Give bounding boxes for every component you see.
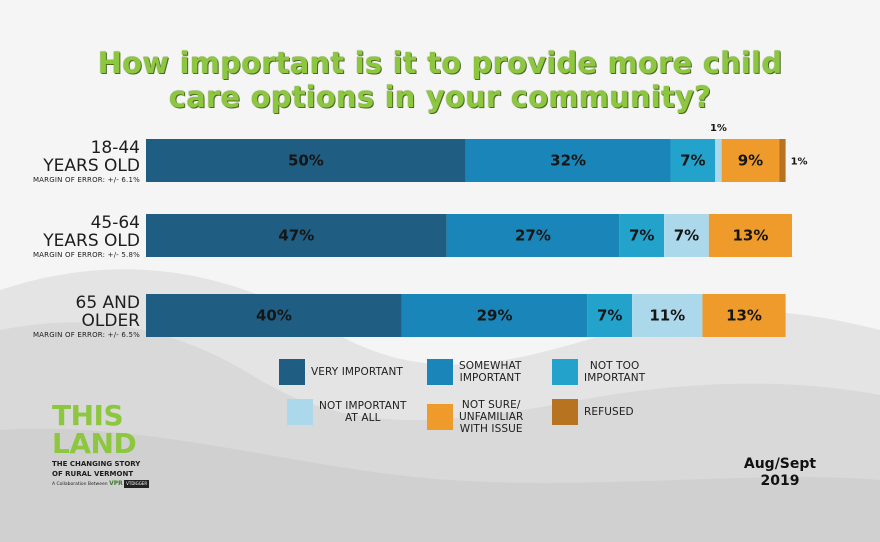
data-label: 9% [738, 152, 763, 170]
logo-sub2: OF RURAL VERMONT [52, 470, 134, 478]
legend-label: SOMEWHAT IMPORTANT [459, 360, 522, 384]
margin-of-error: MARGIN OF ERROR: +/- 6.1% [32, 176, 140, 184]
logo-collab: A Collaboration Between VPR VTDIGGER [52, 480, 162, 489]
data-label: 13% [726, 307, 762, 325]
row-label-45-64: 45-64 YEARS OLD MARGIN OF ERROR: +/- 5.8… [0, 214, 140, 260]
data-label: 1% [710, 123, 727, 134]
bar-segment [446, 214, 620, 257]
data-label: 40% [256, 307, 292, 325]
vtdigger-logo: VTDIGGER [124, 480, 150, 488]
legend-not-important-at-all: NOT IMPORTANT AT ALL [287, 399, 407, 425]
data-label: 7% [597, 307, 622, 325]
data-label: 11% [649, 307, 685, 325]
data-label: 32% [550, 152, 586, 170]
date-line1: Aug/Sept [743, 456, 817, 472]
data-label: 29% [477, 307, 513, 325]
bar-segment [465, 139, 671, 182]
row-label-65-older: 65 AND OLDER MARGIN OF ERROR: +/- 6.5% [0, 294, 140, 340]
logo-sub1: THE CHANGING STORY [52, 460, 141, 468]
data-label: 13% [732, 227, 768, 245]
legend-swatch [427, 404, 453, 430]
legend-somewhat-important: SOMEWHAT IMPORTANT [427, 359, 521, 385]
bar-segment [779, 139, 786, 182]
bar-segment [664, 214, 709, 257]
bar-segment [721, 139, 780, 182]
data-label: 7% [674, 227, 699, 245]
legend-swatch [287, 399, 313, 425]
bar-segment [146, 294, 402, 337]
legend-refused: REFUSED [552, 399, 634, 425]
margin-of-error: MARGIN OF ERROR: +/- 5.8% [32, 251, 140, 259]
row-label-line2: YEARS OLD [43, 231, 140, 251]
row-label-line1: 45-64 [90, 213, 140, 233]
data-label: 47% [278, 227, 314, 245]
bar-segment [670, 139, 716, 182]
legend-swatch [552, 359, 578, 385]
row-label-line2: OLDER [81, 311, 141, 331]
legend-label: VERY IMPORTANT [311, 366, 403, 378]
bar-segment [146, 214, 447, 257]
bar-segment [632, 294, 703, 337]
bar-segment [715, 139, 722, 182]
legend-not-too-important: NOT TOO IMPORTANT [552, 359, 645, 385]
legend-swatch [427, 359, 453, 385]
row-label-line1: 65 AND [75, 293, 140, 313]
bar-segment [619, 214, 665, 257]
logo-line1: THIS [52, 399, 124, 432]
this-land-logo: THIS LAND THE CHANGING STORY OF RURAL VE… [52, 402, 162, 489]
logo-line2: LAND [52, 427, 137, 460]
legend-label: NOT SURE/UNFAMILIAR WITH ISSUE [459, 399, 524, 435]
collab-text: A Collaboration Between [52, 482, 108, 487]
legend-label: REFUSED [584, 406, 634, 418]
bar-segment [708, 214, 792, 257]
row-label-line2: YEARS OLD [43, 156, 140, 176]
date-line2: 2019 [760, 473, 800, 489]
row-label-18-44: 18-44 YEARS OLD MARGIN OF ERROR: +/- 6.1… [0, 139, 140, 185]
data-label: 7% [629, 227, 654, 245]
chart-title: How important is it to provide more chil… [97, 46, 783, 114]
bar-segment [702, 294, 786, 337]
legend-label: NOT TOO IMPORTANT [584, 360, 646, 384]
data-label: 27% [515, 227, 551, 245]
bar-segment [146, 139, 466, 182]
legend-not-sure: NOT SURE/UNFAMILIAR WITH ISSUE [427, 399, 523, 435]
vpr-logo: VPR [109, 480, 123, 487]
legend-swatch [279, 359, 305, 385]
data-label: 50% [288, 152, 324, 170]
legend-label: NOT IMPORTANT AT ALL [319, 400, 407, 424]
data-label: 1% [791, 157, 808, 168]
survey-date: Aug/Sept 2019 [720, 456, 840, 490]
data-label: 7% [680, 152, 705, 170]
legend-swatch [552, 399, 578, 425]
bar-segment [401, 294, 588, 337]
bar-segment [587, 294, 633, 337]
legend-very-important: VERY IMPORTANT [279, 359, 403, 385]
row-label-line1: 18-44 [90, 138, 140, 158]
margin-of-error: MARGIN OF ERROR: +/- 6.5% [32, 331, 140, 339]
